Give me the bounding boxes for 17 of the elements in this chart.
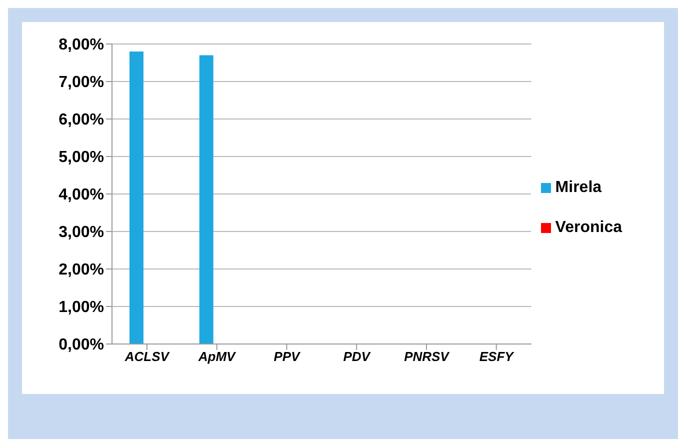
y-tick-label: 4,00% <box>58 186 104 204</box>
x-tick-label: ACLSV <box>124 349 170 364</box>
y-tick-label: 0,00% <box>58 336 104 354</box>
y-tick-label: 6,00% <box>58 112 104 129</box>
y-tick-label: 1,00% <box>58 299 104 316</box>
x-tick-label: ESFY <box>479 349 515 364</box>
x-tick-label: PPV <box>274 349 302 364</box>
legend-label: Mirela <box>555 179 602 196</box>
x-tick-label: ApMV <box>197 349 237 364</box>
y-tick-label: 2,00% <box>58 262 104 279</box>
legend-label: Veronica <box>555 219 622 236</box>
y-tick-label: 8,00% <box>58 36 104 54</box>
x-tick-label: PDV <box>343 349 372 364</box>
y-tick-label: 3,00% <box>58 224 104 242</box>
x-tick-label: PNRSV <box>404 349 450 364</box>
y-tick-label: 5,00% <box>58 149 104 166</box>
y-tick-label: 7,00% <box>58 74 104 92</box>
